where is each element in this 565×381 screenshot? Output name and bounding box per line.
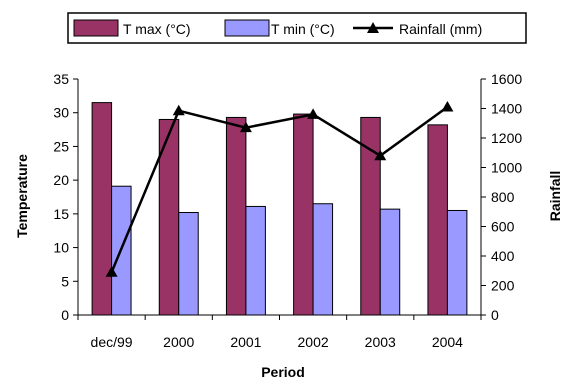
x-tick-label: 2002: [298, 334, 329, 350]
y-tick-label: 35: [53, 71, 69, 87]
rainfall-marker: [239, 121, 252, 133]
legend: T max (°C) T min (°C) Rainfall (mm): [67, 12, 527, 44]
rainfall-marker: [105, 266, 118, 277]
legend-swatch-rainfall-marker: [367, 22, 379, 33]
tmax-bar: [91, 102, 113, 316]
tmax-bar: [427, 124, 448, 316]
x-tick-label: 2001: [230, 334, 261, 350]
y-tick-label: 30: [53, 105, 69, 121]
legend-label-tmax: T max (°C): [123, 21, 191, 37]
tmax-bar: [225, 116, 247, 316]
rainfall-marker: [172, 104, 185, 116]
x-tick-label: 2003: [365, 334, 396, 350]
y-tick-label: 25: [53, 138, 69, 154]
tmin-bar: [245, 205, 266, 316]
y2-tick-label: 1000: [491, 160, 522, 176]
x-tick-label: dec/99: [91, 334, 133, 350]
axes: 0 5 10 15 20 25 30 35 0 200 400 600 800 1000 1200 1400 1…: [53, 71, 522, 350]
x-axis-title: Period: [261, 364, 305, 380]
legend-box: [67, 12, 527, 44]
y-axis-title: Temperature: [14, 154, 30, 238]
x-tick-label: 2000: [163, 334, 194, 350]
x-tick-label: 2004: [432, 334, 463, 350]
rainfall-line: [110, 106, 449, 273]
y-tick-label: 10: [53, 240, 69, 256]
y2-tick-label: 1400: [491, 101, 522, 117]
y2-tick-label: 400: [491, 248, 515, 264]
y2-tick-label: 1600: [491, 71, 522, 87]
tmax-bar: [360, 116, 381, 316]
y2-tick-label: 1200: [491, 130, 522, 146]
y2-tick-label: 0: [491, 307, 499, 323]
tmin-bar: [178, 212, 199, 316]
y-tick-label: 20: [53, 172, 69, 188]
legend-swatch-tmin: [224, 19, 270, 37]
y2-tick-label: 200: [491, 278, 515, 294]
rainfall-marker: [374, 149, 387, 161]
y-tick-label: 5: [61, 273, 69, 289]
legend-label-rainfall: Rainfall (mm): [399, 21, 482, 37]
tmax-bar: [293, 113, 314, 316]
tmin-bar: [446, 209, 468, 316]
y-tick-label: 0: [61, 307, 69, 323]
y2-tick-label: 600: [491, 219, 515, 235]
y2-tick-label: 800: [491, 189, 515, 205]
y2-axis-title: Rainfall: [547, 171, 563, 222]
rainfall-line-layer: [105, 101, 454, 277]
tmin-bar: [379, 208, 401, 316]
legend-label-tmin: T min (°C): [271, 21, 335, 37]
y-tick-label: 15: [53, 206, 69, 222]
rainfall-marker: [307, 108, 320, 119]
tmin-bar: [312, 203, 334, 316]
legend-swatch-tmax: [73, 19, 119, 37]
rainfall-marker: [441, 101, 454, 112]
